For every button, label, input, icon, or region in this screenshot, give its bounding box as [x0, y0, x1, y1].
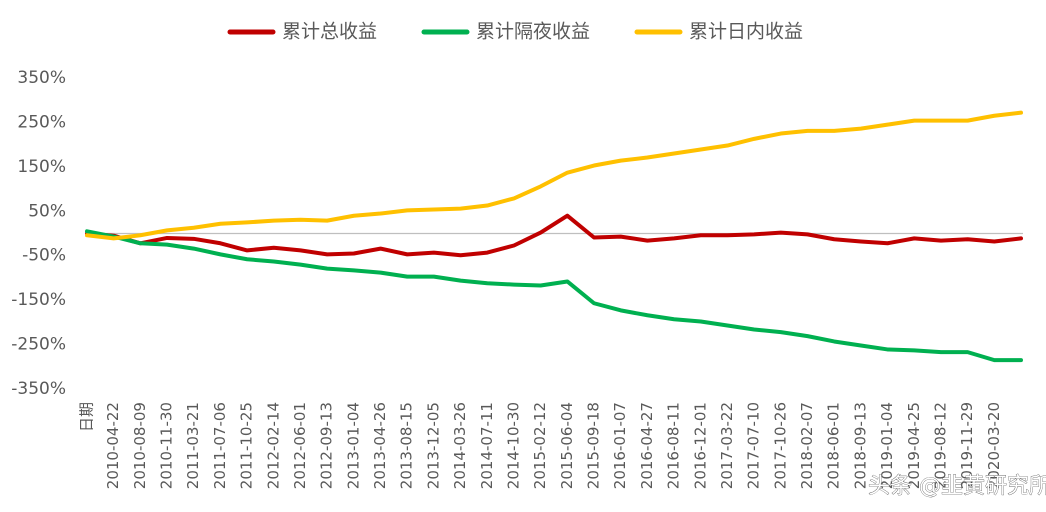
- y-tick-label: 150%: [17, 157, 66, 177]
- series-line: [85, 213, 1023, 258]
- x-tick-label: 2014-10-30: [504, 402, 522, 489]
- x-tick-label: 2018-06-01: [825, 402, 843, 489]
- x-tick-label: 2015-06-04: [558, 402, 576, 489]
- x-tick-label: 2010-04-22: [104, 402, 122, 489]
- x-tick-label: 2013-12-05: [424, 402, 442, 489]
- y-tick-label: -350%: [11, 379, 66, 399]
- x-tick-label: 2019-11-29: [958, 402, 976, 489]
- x-tick-label: 2016-08-11: [665, 402, 683, 489]
- y-tick-label: 50%: [28, 201, 66, 221]
- x-tick-label: 2019-04-25: [905, 402, 923, 489]
- x-tick-label: 2013-01-04: [344, 402, 362, 489]
- legend-text: 累计隔夜收益: [476, 21, 590, 43]
- x-tick-label: 2010-11-30: [158, 402, 176, 489]
- x-tick-label: 2011-10-25: [238, 402, 256, 489]
- series-line: [85, 229, 1023, 363]
- x-tick-label: 2017-10-26: [771, 402, 789, 489]
- x-tick-label: 2012-02-14: [264, 402, 282, 489]
- x-axis-label: 日期: [78, 402, 96, 432]
- x-tick-label: 2018-02-07: [798, 402, 816, 489]
- y-tick-label: 350%: [17, 68, 66, 88]
- x-tick-label: 2019-01-04: [878, 402, 896, 489]
- x-tick-label: 2018-09-13: [851, 402, 869, 489]
- legend-text: 累计总收益: [282, 21, 377, 43]
- x-tick-label: 2014-07-11: [478, 402, 496, 489]
- y-tick-label: -250%: [11, 335, 66, 355]
- x-tick-label: 2012-09-13: [318, 402, 336, 489]
- x-tick-label: 2016-01-07: [611, 402, 629, 489]
- x-tick-label: 2016-04-27: [638, 402, 656, 489]
- x-tick-label: 2011-03-21: [184, 402, 202, 489]
- series-line: [85, 110, 1023, 241]
- x-tick-label: 2020-03-20: [985, 402, 1003, 489]
- x-tick-label: 2014-03-26: [451, 402, 469, 489]
- x-tick-label: 2017-03-22: [718, 402, 736, 489]
- x-tick-label: 2015-02-12: [531, 402, 549, 489]
- y-tick-label: -150%: [11, 290, 66, 310]
- x-tick-label: 2011-07-06: [211, 402, 229, 489]
- x-tick-label: 2010-08-09: [131, 402, 149, 489]
- x-tick-label: 2019-08-12: [931, 402, 949, 489]
- x-tick-label: 2012-06-01: [291, 402, 309, 489]
- x-tick-label: 2016-12-01: [691, 402, 709, 489]
- x-tick-label: 2013-04-26: [371, 402, 389, 489]
- watermark: 头条 @韭黄研究所: [868, 474, 1046, 499]
- y-tick-label: 250%: [17, 112, 66, 132]
- x-tick-label: 2013-08-15: [398, 402, 416, 489]
- legend-text: 累计日内收益: [689, 21, 803, 43]
- x-tick-label: 2015-09-18: [585, 402, 603, 489]
- y-tick-label: -50%: [22, 246, 66, 266]
- x-tick-label: 2017-07-10: [745, 402, 763, 489]
